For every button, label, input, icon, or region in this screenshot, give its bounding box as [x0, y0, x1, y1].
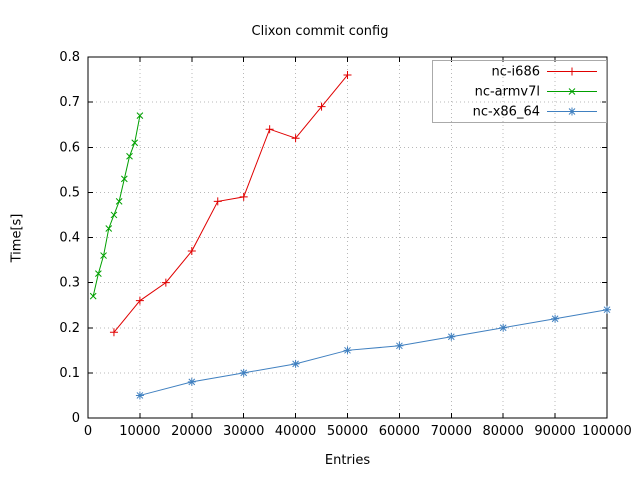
star-marker: [291, 359, 300, 368]
plus-marker: [213, 197, 222, 206]
x-tick-label: 80000: [483, 424, 524, 439]
plus-marker: [291, 134, 300, 143]
legend-label: nc-x86_64: [473, 105, 540, 120]
series-line: [92, 115, 141, 297]
y-tick-label: 0.2: [59, 321, 80, 336]
plus-marker: [239, 192, 248, 201]
plus-marker: [135, 296, 144, 305]
cross-marker: [100, 252, 107, 259]
x-tick-label: 70000: [431, 424, 472, 439]
series-line: [139, 309, 608, 396]
chart-title: Clixon commit config: [251, 24, 389, 39]
legend-box: [432, 60, 607, 123]
x-tick-label: 100000: [582, 424, 632, 439]
y-tick-label: 0.1: [59, 366, 80, 381]
star-marker: [135, 391, 144, 400]
y-tick-label: 0.6: [59, 140, 80, 155]
star-marker: [187, 377, 196, 386]
cross-marker: [95, 270, 102, 277]
star-marker: [499, 323, 508, 332]
y-tick-label: 0.3: [59, 276, 80, 291]
cross-marker: [126, 152, 133, 160]
star-marker: [603, 305, 611, 314]
star-marker: [568, 107, 576, 116]
series-nc-armv7l: [89, 112, 144, 300]
plus-marker: [187, 247, 196, 256]
plus-marker: [109, 328, 118, 337]
y-tick-label: 0.4: [59, 231, 80, 246]
x-tick-label: 60000: [379, 424, 420, 439]
x-tick-label: 50000: [327, 424, 368, 439]
legend-label: nc-armv7l: [475, 85, 540, 100]
star-marker: [395, 341, 404, 350]
series-nc-x86_64: [135, 305, 611, 400]
star-marker: [343, 346, 352, 355]
cross-marker: [131, 139, 139, 147]
cross-marker: [120, 175, 128, 183]
cross-marker: [136, 112, 144, 120]
star-marker: [239, 368, 248, 377]
cross-marker: [568, 88, 576, 95]
cross-marker: [105, 225, 113, 232]
plus-marker: [568, 67, 576, 76]
x-tick-label: 90000: [534, 424, 575, 439]
cross-marker: [115, 198, 123, 205]
star-marker: [551, 314, 560, 323]
plus-marker: [317, 102, 326, 111]
y-tick-label: 0: [72, 411, 80, 426]
plus-marker: [343, 71, 352, 80]
x-tick-label: 0: [84, 424, 92, 439]
x-axis-label: Entries: [324, 453, 371, 468]
tick-marks: [87, 56, 608, 419]
plus-marker: [265, 125, 274, 134]
series-line: [113, 74, 348, 333]
x-tick-label: 40000: [275, 424, 316, 439]
plus-marker: [161, 278, 170, 287]
cross-marker: [110, 211, 118, 219]
star-marker: [447, 332, 456, 341]
legend-label: nc-i686: [491, 65, 540, 80]
x-tick-label: 30000: [223, 424, 264, 439]
series-nc-i686: [109, 71, 352, 337]
x-tick-label: 20000: [171, 424, 212, 439]
y-axis-label: Time[s]: [9, 213, 25, 263]
tick-labels: 0 10000 20000 30000 40000 50000 60000 70000 8000…: [59, 50, 632, 439]
x-tick-label: 10000: [119, 424, 160, 439]
cross-marker: [89, 292, 97, 300]
y-tick-label: 0.7: [59, 95, 80, 110]
legend: nc-i686 nc-armv7l nc-x86_64: [432, 60, 607, 123]
y-tick-label: 0.5: [59, 185, 80, 200]
y-tick-label: 0.8: [59, 50, 80, 65]
